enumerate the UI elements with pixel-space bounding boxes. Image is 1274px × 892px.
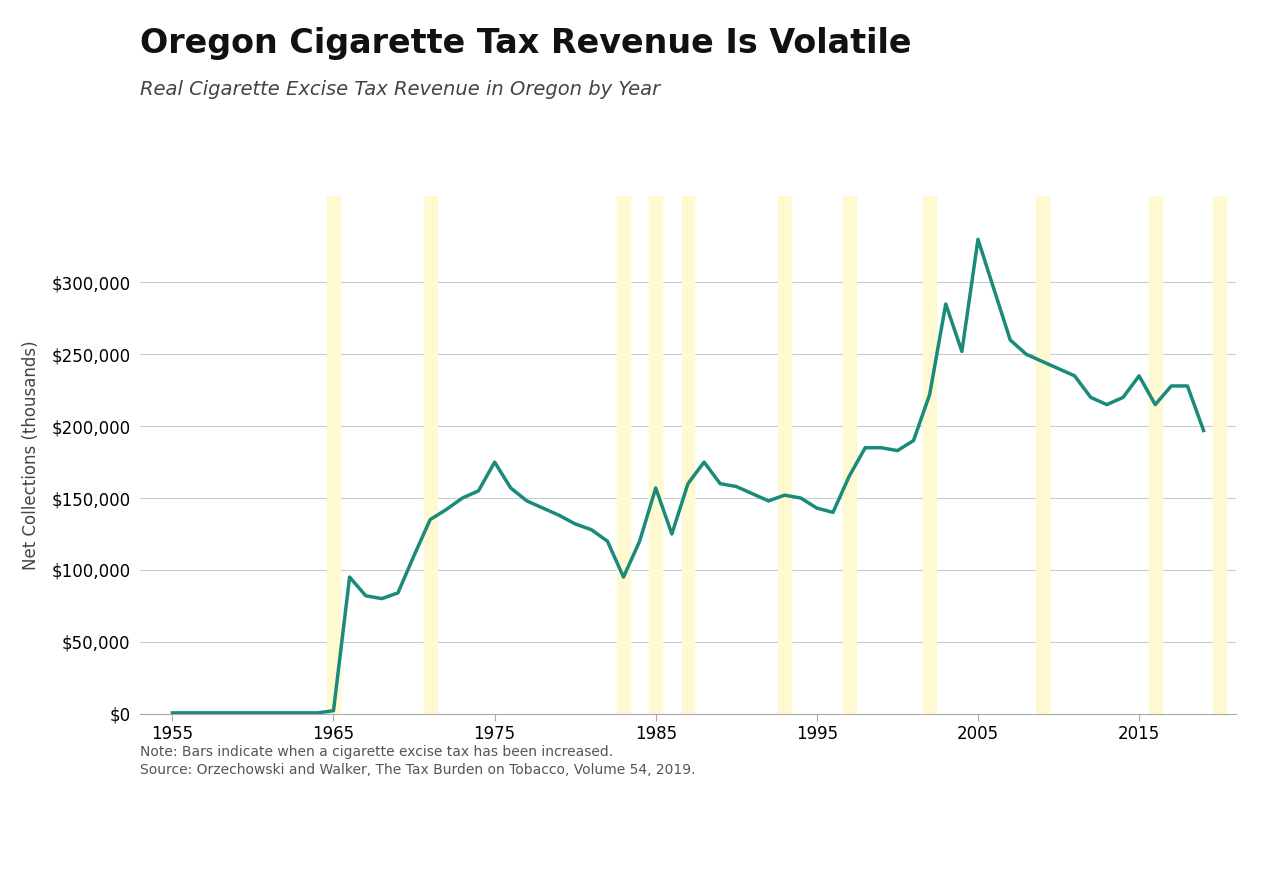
Bar: [682, 196, 694, 714]
Bar: [424, 196, 437, 714]
Bar: [1213, 196, 1226, 714]
Y-axis label: Net Collections (thousands): Net Collections (thousands): [22, 340, 41, 570]
Bar: [1036, 196, 1049, 714]
Bar: [778, 196, 791, 714]
Bar: [617, 196, 629, 714]
Text: TAX FOUNDATION: TAX FOUNDATION: [19, 845, 213, 863]
Bar: [650, 196, 662, 714]
Text: Real Cigarette Excise Tax Revenue in Oregon by Year: Real Cigarette Excise Tax Revenue in Ore…: [140, 80, 660, 99]
Text: Note: Bars indicate when a cigarette excise tax has been increased.: Note: Bars indicate when a cigarette exc…: [140, 745, 613, 759]
Bar: [327, 196, 340, 714]
Text: Source: Orzechowski and Walker, The Tax Burden on Tobacco, Volume 54, 2019.: Source: Orzechowski and Walker, The Tax …: [140, 763, 696, 777]
Bar: [924, 196, 936, 714]
Text: @TaxFoundation: @TaxFoundation: [1094, 845, 1255, 863]
Bar: [1149, 196, 1162, 714]
Text: Oregon Cigarette Tax Revenue Is Volatile: Oregon Cigarette Tax Revenue Is Volatile: [140, 27, 912, 60]
Bar: [842, 196, 856, 714]
